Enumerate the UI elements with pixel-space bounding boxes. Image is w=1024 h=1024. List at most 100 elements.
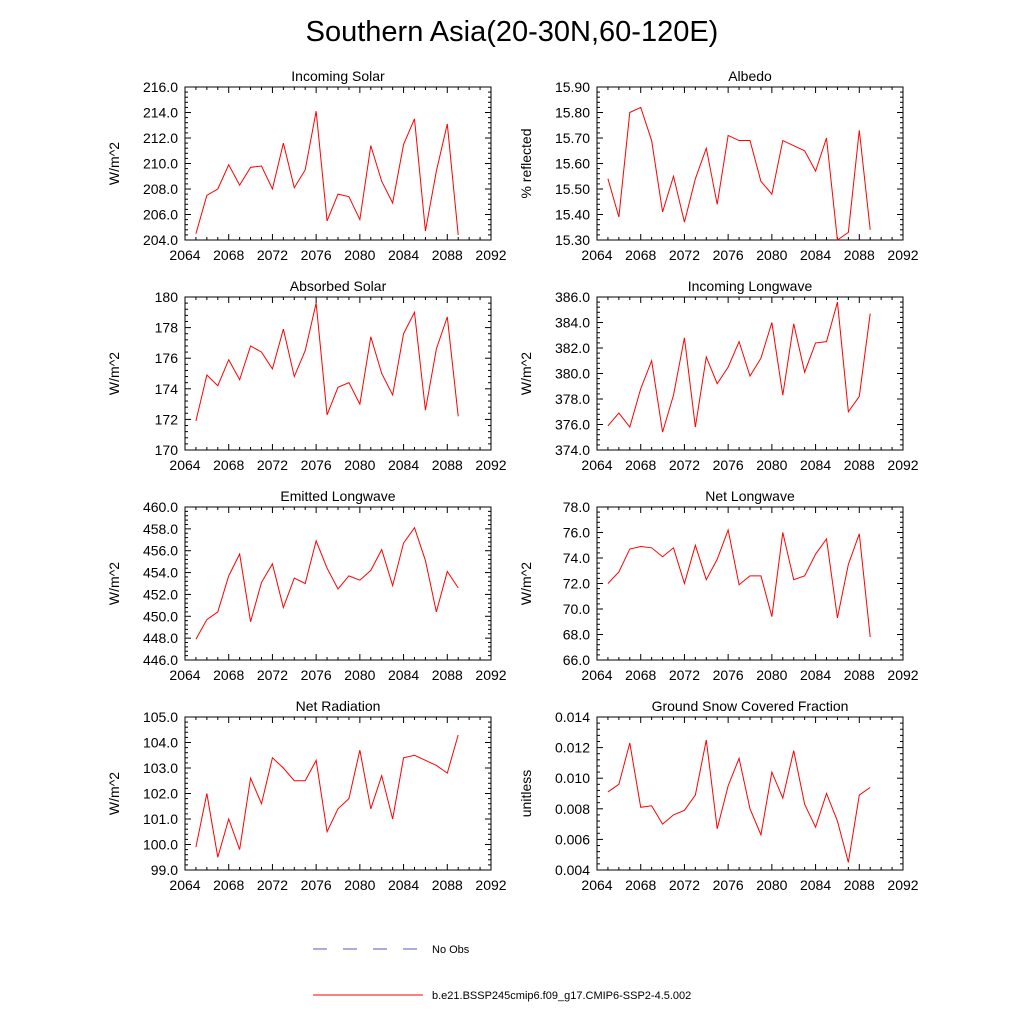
y-tick-label: 0.010 bbox=[555, 770, 590, 786]
y-tick-label: 210.0 bbox=[143, 156, 178, 172]
panel-title: Absorbed Solar bbox=[290, 278, 387, 294]
series-line bbox=[607, 528, 871, 638]
y-tick-label: 178 bbox=[155, 320, 179, 336]
y-tick-label: 15.40 bbox=[555, 207, 590, 223]
y-axis-label: W/m^2 bbox=[106, 772, 122, 815]
x-tick-label: 2084 bbox=[388, 457, 419, 473]
y-tick-label: 386.0 bbox=[555, 289, 590, 305]
plot-frame bbox=[184, 716, 492, 871]
y-tick-label: 0.012 bbox=[555, 740, 590, 756]
panel-title: Ground Snow Covered Fraction bbox=[652, 698, 849, 714]
x-tick-label: 2072 bbox=[669, 877, 700, 893]
y-tick-label: 104.0 bbox=[143, 735, 178, 751]
legend-model-label: b.e21.BSSP245cmip6.f09_g17.CMIP6-SSP2-4.… bbox=[432, 990, 691, 1002]
x-tick-label: 2092 bbox=[475, 877, 506, 893]
y-tick-label: 174 bbox=[155, 381, 179, 397]
chart-panel: Albedo % reflected 2064 2068 2072 2076 2080 208… bbox=[518, 68, 919, 263]
x-tick-label: 2084 bbox=[388, 877, 419, 893]
x-tick-label: 2068 bbox=[213, 247, 244, 263]
chart-panel: Ground Snow Covered Fraction unitless 2064… bbox=[518, 698, 919, 893]
plot-frame bbox=[184, 86, 492, 241]
y-tick-label: 170 bbox=[155, 442, 179, 458]
y-tick-label: 0.006 bbox=[555, 831, 590, 847]
y-axis-label: W/m^2 bbox=[518, 352, 534, 395]
plot-frame bbox=[184, 296, 492, 451]
y-tick-label: 216.0 bbox=[143, 79, 178, 95]
y-tick-label: 456.0 bbox=[143, 543, 178, 559]
chart-panel: Net Radiation W/m^2 2064 2068 2072 2076 2080 20… bbox=[106, 698, 507, 893]
y-tick-label: 0.004 bbox=[555, 862, 590, 878]
legend-obs-label: No Obs bbox=[432, 944, 470, 956]
chart-panel: Net Longwave W/m^2 2064 2068 2072 2076 2080 208… bbox=[518, 488, 919, 683]
x-tick-label: 2080 bbox=[756, 457, 787, 473]
x-tick-label: 2080 bbox=[344, 457, 375, 473]
y-tick-label: 15.70 bbox=[555, 130, 590, 146]
y-tick-label: 72.0 bbox=[563, 576, 590, 592]
x-tick-label: 2084 bbox=[800, 877, 831, 893]
y-tick-label: 384.0 bbox=[555, 315, 590, 331]
y-axis-label: % reflected bbox=[518, 128, 534, 198]
y-axis-label: W/m^2 bbox=[106, 562, 122, 605]
y-tick-label: 68.0 bbox=[563, 627, 590, 643]
x-tick-label: 2084 bbox=[388, 667, 419, 683]
panel-title: Net Longwave bbox=[705, 488, 795, 504]
x-tick-label: 2064 bbox=[169, 457, 200, 473]
y-tick-label: 0.014 bbox=[555, 709, 590, 725]
x-tick-label: 2068 bbox=[213, 877, 244, 893]
series-line bbox=[607, 739, 871, 863]
y-tick-label: 99.0 bbox=[151, 862, 178, 878]
chart-panel: Incoming Longwave W/m^2 2064 2068 2072 2076 20… bbox=[518, 278, 919, 473]
y-tick-label: 448.0 bbox=[143, 630, 178, 646]
y-tick-label: 214.0 bbox=[143, 105, 178, 121]
x-tick-label: 2064 bbox=[581, 247, 612, 263]
plot-frame bbox=[596, 506, 904, 661]
x-tick-label: 2068 bbox=[213, 457, 244, 473]
x-tick-label: 2080 bbox=[756, 667, 787, 683]
y-tick-label: 15.60 bbox=[555, 156, 590, 172]
series-line bbox=[195, 734, 459, 858]
y-tick-label: 206.0 bbox=[143, 207, 178, 223]
chart-panel: Emitted Longwave W/m^2 2064 2068 2072 2076 208… bbox=[106, 488, 507, 683]
y-axis-label: W/m^2 bbox=[518, 562, 534, 605]
y-tick-label: 0.008 bbox=[555, 801, 590, 817]
y-tick-label: 15.30 bbox=[555, 232, 590, 248]
y-tick-label: 176 bbox=[155, 350, 179, 366]
y-tick-label: 380.0 bbox=[555, 366, 590, 382]
plot-frame bbox=[596, 86, 904, 241]
x-tick-label: 2076 bbox=[713, 247, 744, 263]
legend: No Obs b.e21.BSSP245cmip6.f09_g17.CMIP6-… bbox=[313, 944, 691, 1002]
main-title: Southern Asia(20-30N,60-120E) bbox=[306, 16, 719, 48]
x-tick-label: 2072 bbox=[257, 457, 288, 473]
x-tick-label: 2064 bbox=[581, 457, 612, 473]
x-tick-label: 2080 bbox=[756, 247, 787, 263]
x-tick-label: 2064 bbox=[581, 667, 612, 683]
x-tick-label: 2064 bbox=[169, 667, 200, 683]
x-tick-label: 2072 bbox=[669, 247, 700, 263]
x-tick-label: 2092 bbox=[887, 247, 918, 263]
x-tick-label: 2084 bbox=[800, 667, 831, 683]
x-tick-label: 2072 bbox=[669, 667, 700, 683]
x-tick-label: 2084 bbox=[388, 247, 419, 263]
y-tick-label: 180 bbox=[155, 289, 179, 305]
x-tick-label: 2088 bbox=[432, 877, 463, 893]
x-tick-label: 2076 bbox=[713, 667, 744, 683]
y-tick-label: 208.0 bbox=[143, 181, 178, 197]
y-tick-label: 204.0 bbox=[143, 232, 178, 248]
x-tick-label: 2072 bbox=[257, 877, 288, 893]
y-tick-label: 70.0 bbox=[563, 601, 590, 617]
plot-frame bbox=[184, 506, 492, 661]
series-line bbox=[195, 111, 459, 235]
series-line bbox=[195, 526, 459, 640]
y-tick-label: 76.0 bbox=[563, 525, 590, 541]
x-tick-label: 2076 bbox=[301, 877, 332, 893]
x-tick-label: 2088 bbox=[844, 247, 875, 263]
series-line bbox=[195, 303, 459, 422]
series-line bbox=[607, 106, 871, 241]
y-tick-label: 15.50 bbox=[555, 181, 590, 197]
x-tick-label: 2084 bbox=[800, 457, 831, 473]
y-tick-label: 376.0 bbox=[555, 417, 590, 433]
x-tick-label: 2080 bbox=[756, 877, 787, 893]
y-tick-label: 100.0 bbox=[143, 837, 178, 853]
x-tick-label: 2092 bbox=[475, 667, 506, 683]
plot-frame bbox=[596, 716, 904, 871]
